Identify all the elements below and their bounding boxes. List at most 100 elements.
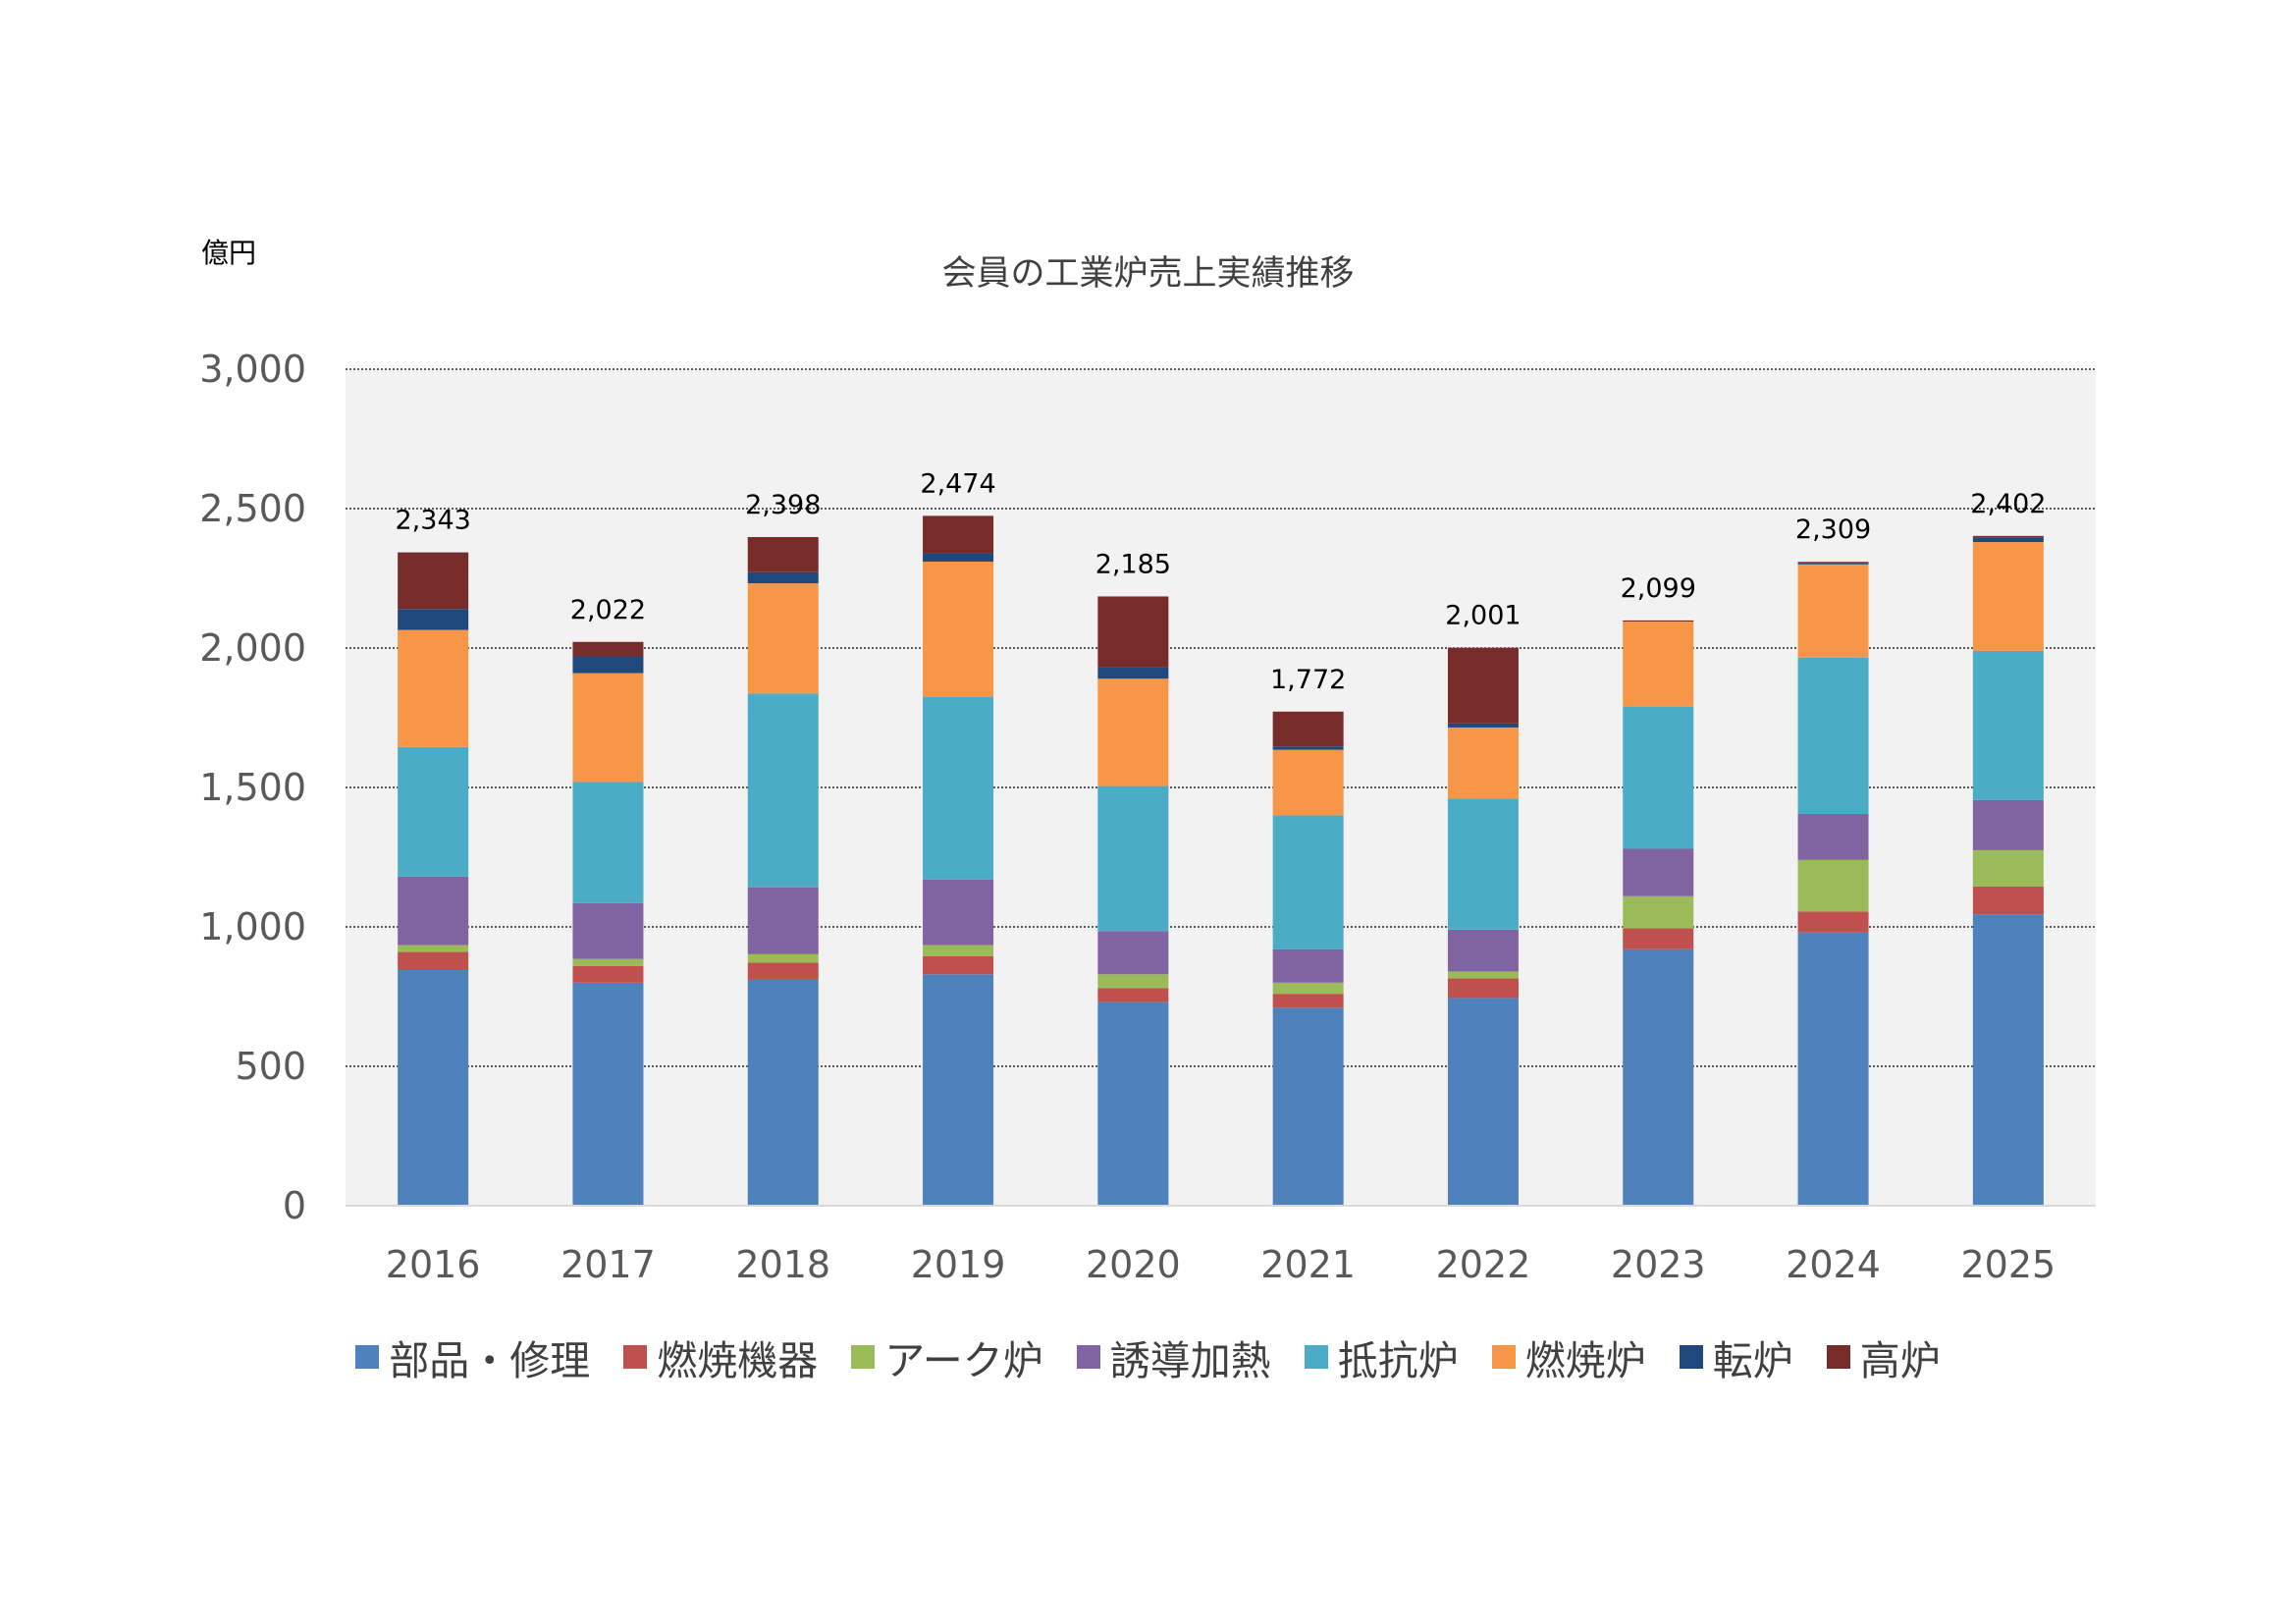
bar-segment-2017-7 (572, 641, 644, 657)
bar-segment-2023-1 (1623, 928, 1694, 949)
legend-swatch (355, 1345, 380, 1369)
legend-swatch (1076, 1345, 1100, 1369)
bar-segment-2017-6 (572, 656, 644, 674)
legend: 部品・修理 燃焼機器 アーク炉 誘導加熱 抵抗炉 燃焼炉 転炉 高炉 (0, 1327, 2296, 1386)
x-tick-label-2025: 2025 (1960, 1243, 2056, 1286)
total-label-2023: 2,099 (1621, 573, 1696, 604)
x-tick-label-2019: 2019 (911, 1243, 1006, 1286)
bar-segment-2025-7 (1972, 535, 2044, 538)
legend-label: 抵抗炉 (1337, 1337, 1459, 1384)
y-tick-label: 3,000 (199, 348, 306, 391)
bar-segment-2025-2 (1972, 849, 2044, 887)
legend-label: アーク炉 (884, 1337, 1043, 1384)
x-tick-label-2017: 2017 (561, 1243, 656, 1286)
bar-segment-2024-5 (1797, 564, 1869, 658)
bar-segment-2019-3 (923, 879, 994, 946)
bar-segment-2025-5 (1972, 542, 2044, 651)
bar-segment-2018-3 (747, 887, 819, 954)
bar-segment-2022-2 (1447, 971, 1519, 979)
total-label-2018: 2,398 (745, 490, 821, 520)
bar-segment-2017-4 (572, 782, 644, 903)
bar-segment-2016-0 (398, 970, 469, 1206)
legend-item: 抵抗炉 (1304, 1327, 1459, 1386)
bar-segment-2023-4 (1623, 706, 1694, 849)
legend-label: 部品・修理 (389, 1337, 591, 1384)
y-tick-label: 500 (235, 1045, 306, 1088)
bar-segment-2023-2 (1623, 895, 1694, 929)
bar-segment-2023-3 (1623, 848, 1694, 896)
bar-segment-2019-7 (923, 515, 994, 554)
bar-segment-2016-1 (398, 951, 469, 971)
legend-label: 転炉 (1712, 1337, 1793, 1384)
bar-segment-2021-4 (1272, 815, 1344, 949)
bar-segment-2020-7 (1097, 596, 1169, 668)
total-label-2016: 2,343 (396, 506, 471, 536)
y-tick-label: 2,000 (199, 626, 306, 670)
bar-segment-2021-7 (1272, 711, 1344, 747)
legend-item: 高炉 (1826, 1327, 1941, 1386)
bar-segment-2020-3 (1097, 931, 1169, 975)
x-tick-label-2023: 2023 (1611, 1243, 1706, 1286)
legend-label: 高炉 (1859, 1337, 1941, 1384)
total-label-2020: 2,185 (1095, 549, 1171, 579)
bar-segment-2017-2 (572, 958, 644, 966)
bar-segment-2021-3 (1272, 948, 1344, 983)
total-label-2017: 2,022 (570, 595, 646, 625)
legend-swatch (623, 1345, 648, 1369)
chart-title: 会員の工業炉売上実績推移 (941, 254, 1355, 294)
bar-segment-2021-0 (1272, 1007, 1344, 1206)
y-tick-label: 2,500 (199, 487, 306, 530)
bar-segment-2023-5 (1623, 622, 1694, 707)
bar-segment-2018-5 (747, 583, 819, 694)
bar-segment-2018-7 (747, 536, 819, 572)
bar-segment-2022-3 (1447, 929, 1519, 972)
bar-segment-2019-0 (923, 974, 994, 1206)
y-tick-label: 1,000 (199, 905, 306, 948)
y-tick-label: 0 (283, 1184, 306, 1227)
bar-segment-2024-1 (1797, 911, 1869, 933)
bar-segment-2017-5 (572, 673, 644, 783)
bar-segment-2016-7 (398, 552, 469, 610)
bar-segment-2025-0 (1972, 914, 2044, 1206)
bar-segment-2024-7 (1797, 562, 1869, 564)
legend-item: 誘導加熱 (1076, 1327, 1271, 1386)
bar-segment-2016-4 (398, 746, 469, 877)
bar-segment-2019-2 (923, 945, 994, 956)
legend-label: 燃焼機器 (657, 1337, 819, 1384)
y-axis: 0 500 1,000 1,500 2,000 2,500 3,000 (199, 348, 306, 1227)
bar-segment-2019-5 (923, 561, 994, 697)
legend-item: 部品・修理 (355, 1327, 590, 1386)
bar-segment-2020-4 (1097, 785, 1169, 932)
bar-segment-2021-2 (1272, 982, 1344, 995)
bar-segment-2018-1 (747, 962, 819, 980)
bar-segment-2021-1 (1272, 994, 1344, 1008)
legend-label: 燃焼炉 (1524, 1337, 1646, 1384)
total-label-2021: 1,772 (1270, 665, 1346, 695)
bar-segment-2019-6 (923, 553, 994, 562)
legend-swatch (1304, 1345, 1328, 1369)
bar-segment-2022-5 (1447, 727, 1519, 799)
bar-segment-2020-2 (1097, 974, 1169, 989)
bar-segment-2016-6 (398, 609, 469, 630)
bar-segment-2024-0 (1797, 932, 1869, 1206)
bar-segment-2022-4 (1447, 798, 1519, 930)
total-label-2024: 2,309 (1795, 514, 1871, 545)
bar-segment-2019-4 (923, 696, 994, 880)
bar-segment-2017-3 (572, 902, 644, 959)
bar-segment-2018-2 (747, 953, 819, 963)
bar-segment-2025-4 (1972, 650, 2044, 800)
bar-segment-2019-1 (923, 955, 994, 975)
total-label-2019: 2,474 (920, 468, 995, 499)
x-axis: 2016 2017 2018 2019 2020 2021 2022 2023 2024 2025 (346, 1205, 2096, 1286)
x-tick-label-2021: 2021 (1260, 1243, 1356, 1286)
bar-segment-2022-1 (1447, 978, 1519, 999)
y-tick-label: 1,500 (199, 766, 306, 809)
legend-label: 誘導加熱 (1109, 1337, 1271, 1384)
bar-segment-2018-6 (747, 571, 819, 584)
bar-segment-2024-6 (1797, 563, 1869, 565)
bar-segment-2022-6 (1447, 723, 1519, 728)
legend-swatch (1679, 1345, 1703, 1369)
bar-segment-2020-5 (1097, 678, 1169, 786)
bar-segment-2016-3 (398, 876, 469, 946)
bar-segment-2023-0 (1623, 948, 1694, 1206)
